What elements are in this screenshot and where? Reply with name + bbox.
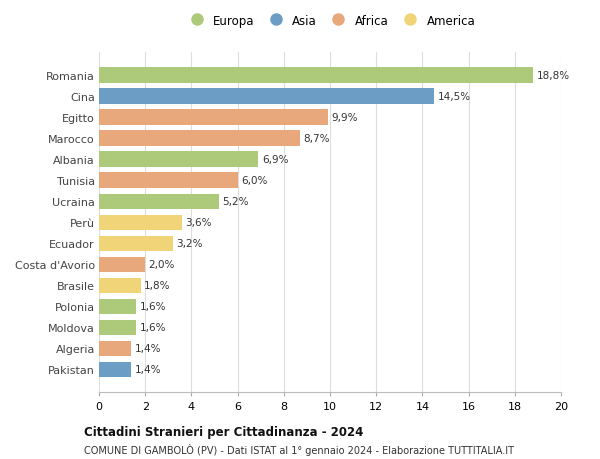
Bar bbox=[99, 341, 131, 356]
Bar bbox=[99, 152, 259, 167]
Text: 1,8%: 1,8% bbox=[144, 280, 170, 291]
Text: 3,2%: 3,2% bbox=[176, 239, 203, 249]
Text: 5,2%: 5,2% bbox=[223, 196, 249, 207]
Text: COMUNE DI GAMBOLÒ (PV) - Dati ISTAT al 1° gennaio 2024 - Elaborazione TUTTITALIA: COMUNE DI GAMBOLÒ (PV) - Dati ISTAT al 1… bbox=[84, 443, 514, 455]
Text: 14,5%: 14,5% bbox=[437, 92, 470, 102]
Text: 1,4%: 1,4% bbox=[135, 343, 161, 353]
Bar bbox=[99, 131, 300, 146]
Text: 18,8%: 18,8% bbox=[537, 71, 570, 81]
Bar bbox=[99, 278, 140, 293]
Bar bbox=[99, 68, 533, 84]
Bar bbox=[99, 173, 238, 188]
Bar bbox=[99, 215, 182, 230]
Text: 9,9%: 9,9% bbox=[331, 113, 358, 123]
Bar bbox=[99, 362, 131, 377]
Bar bbox=[99, 110, 328, 125]
Text: 6,9%: 6,9% bbox=[262, 155, 289, 165]
Text: 3,6%: 3,6% bbox=[185, 218, 212, 228]
Legend: Europa, Asia, Africa, America: Europa, Asia, Africa, America bbox=[185, 15, 475, 28]
Bar bbox=[99, 236, 173, 251]
Text: 1,6%: 1,6% bbox=[139, 302, 166, 312]
Text: 1,6%: 1,6% bbox=[139, 323, 166, 332]
Text: Cittadini Stranieri per Cittadinanza - 2024: Cittadini Stranieri per Cittadinanza - 2… bbox=[84, 425, 364, 438]
Bar bbox=[99, 320, 136, 335]
Text: 8,7%: 8,7% bbox=[304, 134, 330, 144]
Bar bbox=[99, 194, 219, 209]
Bar bbox=[99, 299, 136, 314]
Bar bbox=[99, 257, 145, 272]
Text: 6,0%: 6,0% bbox=[241, 176, 268, 185]
Text: 1,4%: 1,4% bbox=[135, 364, 161, 375]
Bar bbox=[99, 89, 434, 104]
Text: 2,0%: 2,0% bbox=[149, 260, 175, 269]
